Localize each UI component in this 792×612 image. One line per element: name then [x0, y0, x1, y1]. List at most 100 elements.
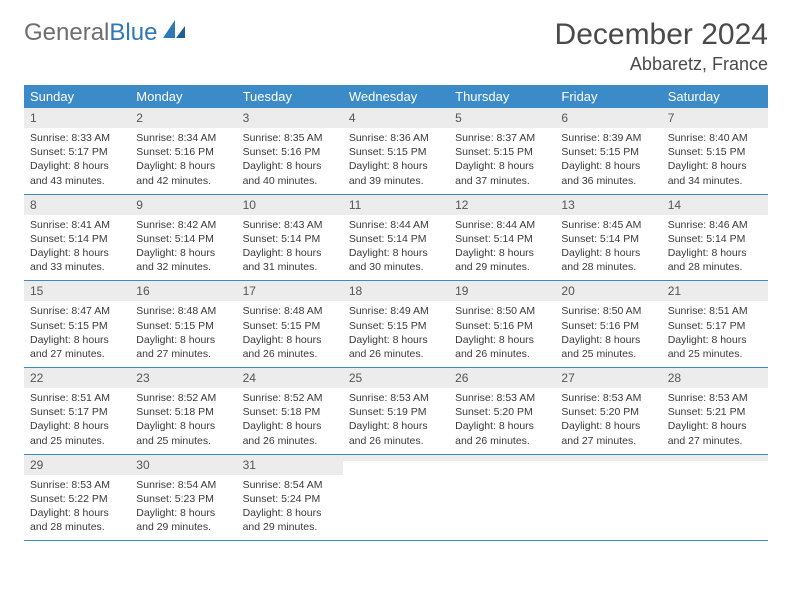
- brand-word2: Blue: [109, 19, 157, 47]
- day-number: 6: [555, 108, 661, 128]
- daylight-line-1: Daylight: 8 hours: [243, 246, 337, 260]
- daylight-line-1: Daylight: 8 hours: [455, 333, 549, 347]
- day-body: Sunrise: 8:41 AMSunset: 5:14 PMDaylight:…: [24, 215, 130, 281]
- calendar-day: 10Sunrise: 8:43 AMSunset: 5:14 PMDayligh…: [237, 194, 343, 281]
- calendar-day: 26Sunrise: 8:53 AMSunset: 5:20 PMDayligh…: [449, 368, 555, 455]
- sunset-line: Sunset: 5:19 PM: [349, 405, 443, 419]
- day-number: 8: [24, 195, 130, 215]
- day-number: 29: [24, 455, 130, 475]
- calendar-day: [555, 454, 661, 541]
- calendar-day: 2Sunrise: 8:34 AMSunset: 5:16 PMDaylight…: [130, 108, 236, 194]
- calendar-day: 28Sunrise: 8:53 AMSunset: 5:21 PMDayligh…: [662, 368, 768, 455]
- sunset-line: Sunset: 5:14 PM: [668, 232, 762, 246]
- calendar-day: 23Sunrise: 8:52 AMSunset: 5:18 PMDayligh…: [130, 368, 236, 455]
- day-body: [449, 461, 555, 519]
- sunrise-line: Sunrise: 8:52 AM: [136, 391, 230, 405]
- daylight-line-1: Daylight: 8 hours: [349, 159, 443, 173]
- day-body: Sunrise: 8:53 AMSunset: 5:21 PMDaylight:…: [662, 388, 768, 454]
- calendar-day: 7Sunrise: 8:40 AMSunset: 5:15 PMDaylight…: [662, 108, 768, 194]
- daylight-line-1: Daylight: 8 hours: [30, 246, 124, 260]
- weekday-header: Friday: [555, 85, 661, 108]
- day-number: 17: [237, 281, 343, 301]
- daylight-line-2: and 26 minutes.: [243, 347, 337, 361]
- calendar-day: 18Sunrise: 8:49 AMSunset: 5:15 PMDayligh…: [343, 281, 449, 368]
- day-body: Sunrise: 8:45 AMSunset: 5:14 PMDaylight:…: [555, 215, 661, 281]
- day-body: Sunrise: 8:51 AMSunset: 5:17 PMDaylight:…: [662, 301, 768, 367]
- daylight-line-1: Daylight: 8 hours: [136, 159, 230, 173]
- sunrise-line: Sunrise: 8:50 AM: [561, 304, 655, 318]
- daylight-line-2: and 32 minutes.: [136, 260, 230, 274]
- sunrise-line: Sunrise: 8:45 AM: [561, 218, 655, 232]
- sunset-line: Sunset: 5:18 PM: [136, 405, 230, 419]
- day-number: 4: [343, 108, 449, 128]
- day-body: Sunrise: 8:54 AMSunset: 5:24 PMDaylight:…: [237, 475, 343, 541]
- sunset-line: Sunset: 5:14 PM: [349, 232, 443, 246]
- month-title: December 2024: [555, 18, 768, 52]
- day-number: 2: [130, 108, 236, 128]
- day-body: Sunrise: 8:48 AMSunset: 5:15 PMDaylight:…: [237, 301, 343, 367]
- location-label: Abbaretz, France: [555, 54, 768, 75]
- sunrise-line: Sunrise: 8:43 AM: [243, 218, 337, 232]
- sunrise-line: Sunrise: 8:33 AM: [30, 131, 124, 145]
- sunrise-line: Sunrise: 8:48 AM: [243, 304, 337, 318]
- calendar-day: 6Sunrise: 8:39 AMSunset: 5:15 PMDaylight…: [555, 108, 661, 194]
- sunrise-line: Sunrise: 8:53 AM: [455, 391, 549, 405]
- sunrise-line: Sunrise: 8:37 AM: [455, 131, 549, 145]
- sunrise-line: Sunrise: 8:47 AM: [30, 304, 124, 318]
- day-body: [555, 461, 661, 519]
- daylight-line-1: Daylight: 8 hours: [668, 419, 762, 433]
- day-body: Sunrise: 8:35 AMSunset: 5:16 PMDaylight:…: [237, 128, 343, 194]
- sail-icon: [161, 18, 187, 47]
- daylight-line-2: and 39 minutes.: [349, 174, 443, 188]
- sunrise-line: Sunrise: 8:35 AM: [243, 131, 337, 145]
- sunset-line: Sunset: 5:16 PM: [561, 319, 655, 333]
- sunrise-line: Sunrise: 8:41 AM: [30, 218, 124, 232]
- calendar-day: [449, 454, 555, 541]
- daylight-line-1: Daylight: 8 hours: [136, 246, 230, 260]
- day-number: 16: [130, 281, 236, 301]
- sunset-line: Sunset: 5:14 PM: [561, 232, 655, 246]
- day-number: 28: [662, 368, 768, 388]
- sunrise-line: Sunrise: 8:51 AM: [668, 304, 762, 318]
- day-body: Sunrise: 8:50 AMSunset: 5:16 PMDaylight:…: [449, 301, 555, 367]
- calendar-day: 16Sunrise: 8:48 AMSunset: 5:15 PMDayligh…: [130, 281, 236, 368]
- day-number: 27: [555, 368, 661, 388]
- sunset-line: Sunset: 5:22 PM: [30, 492, 124, 506]
- calendar-head: Sunday Monday Tuesday Wednesday Thursday…: [24, 85, 768, 108]
- daylight-line-1: Daylight: 8 hours: [561, 419, 655, 433]
- daylight-line-2: and 40 minutes.: [243, 174, 337, 188]
- sunset-line: Sunset: 5:17 PM: [30, 405, 124, 419]
- weekday-header: Saturday: [662, 85, 768, 108]
- daylight-line-1: Daylight: 8 hours: [668, 333, 762, 347]
- daylight-line-1: Daylight: 8 hours: [455, 246, 549, 260]
- daylight-line-2: and 25 minutes.: [136, 434, 230, 448]
- daylight-line-1: Daylight: 8 hours: [243, 333, 337, 347]
- weekday-header: Thursday: [449, 85, 555, 108]
- daylight-line-2: and 25 minutes.: [30, 434, 124, 448]
- sunrise-line: Sunrise: 8:42 AM: [136, 218, 230, 232]
- sunrise-line: Sunrise: 8:49 AM: [349, 304, 443, 318]
- sunset-line: Sunset: 5:20 PM: [455, 405, 549, 419]
- title-block: December 2024 Abbaretz, France: [555, 18, 768, 75]
- day-number: 25: [343, 368, 449, 388]
- daylight-line-1: Daylight: 8 hours: [30, 333, 124, 347]
- day-body: Sunrise: 8:53 AMSunset: 5:22 PMDaylight:…: [24, 475, 130, 541]
- daylight-line-2: and 27 minutes.: [136, 347, 230, 361]
- brand-word1: General: [24, 19, 109, 47]
- daylight-line-1: Daylight: 8 hours: [136, 419, 230, 433]
- daylight-line-1: Daylight: 8 hours: [30, 419, 124, 433]
- sunrise-line: Sunrise: 8:52 AM: [243, 391, 337, 405]
- sunrise-line: Sunrise: 8:40 AM: [668, 131, 762, 145]
- daylight-line-1: Daylight: 8 hours: [243, 506, 337, 520]
- calendar-day: 11Sunrise: 8:44 AMSunset: 5:14 PMDayligh…: [343, 194, 449, 281]
- sunrise-line: Sunrise: 8:46 AM: [668, 218, 762, 232]
- daylight-line-2: and 30 minutes.: [349, 260, 443, 274]
- sunrise-line: Sunrise: 8:51 AM: [30, 391, 124, 405]
- daylight-line-1: Daylight: 8 hours: [243, 159, 337, 173]
- day-body: Sunrise: 8:43 AMSunset: 5:14 PMDaylight:…: [237, 215, 343, 281]
- sunset-line: Sunset: 5:15 PM: [136, 319, 230, 333]
- daylight-line-1: Daylight: 8 hours: [136, 506, 230, 520]
- sunset-line: Sunset: 5:21 PM: [668, 405, 762, 419]
- sunrise-line: Sunrise: 8:44 AM: [455, 218, 549, 232]
- day-body: Sunrise: 8:34 AMSunset: 5:16 PMDaylight:…: [130, 128, 236, 194]
